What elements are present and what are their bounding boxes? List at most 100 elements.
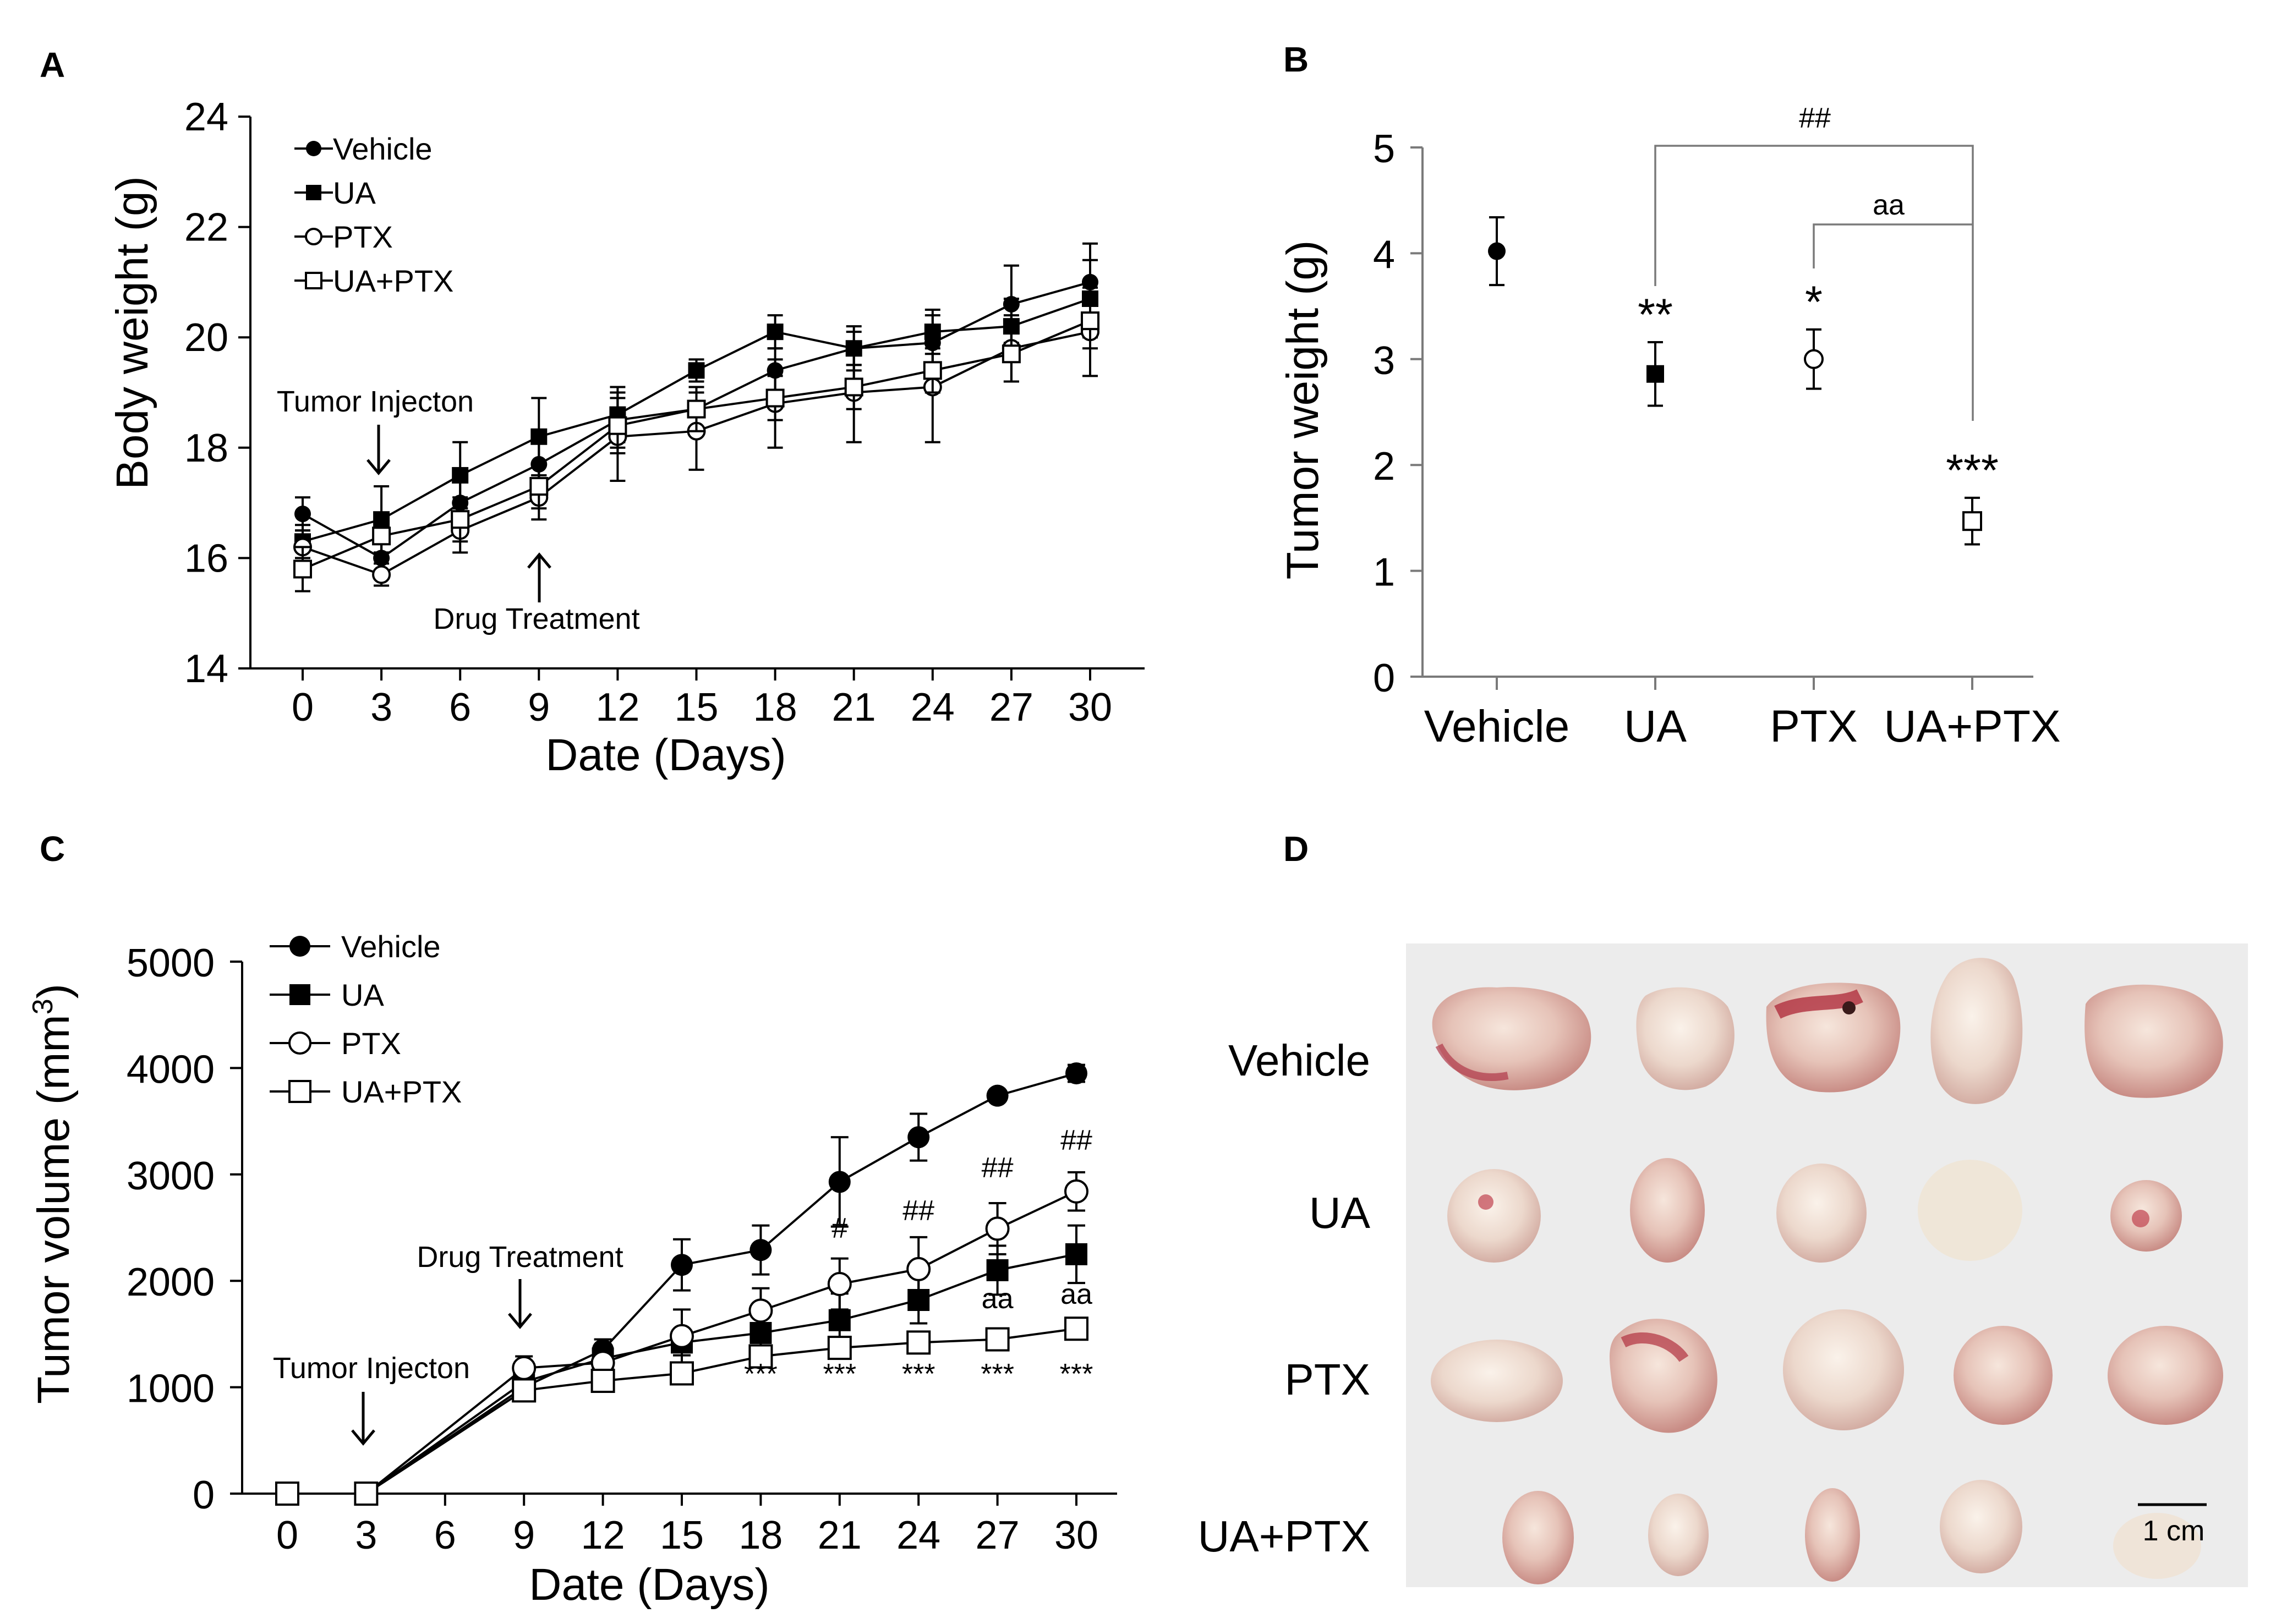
photo-row-label-ua: UA: [1309, 1188, 1371, 1237]
y-tick-label: 0: [1373, 656, 1395, 700]
significance-stars: ***: [823, 1358, 856, 1390]
chart-a-ylabel: Body weight (g): [107, 176, 157, 490]
data-point: [590, 1368, 615, 1393]
tumor-spot: [1842, 1001, 1856, 1014]
data-point: [986, 1084, 1009, 1107]
chart-a-drug-label: Drug Treatment: [433, 602, 639, 635]
panel-label-a: A: [40, 45, 65, 85]
chart-a-xlabel: Date (Days): [545, 730, 786, 780]
data-point: [372, 565, 391, 584]
data-point: [688, 362, 705, 379]
y-tick-label: 2000: [127, 1260, 215, 1304]
data-point: [844, 377, 863, 397]
chart-a-series: [293, 242, 1099, 592]
scale-bar: 1 cm: [2138, 1503, 2207, 1547]
y-tick-label: 20: [184, 316, 228, 360]
data-point: [985, 1216, 1010, 1241]
x-tick-label: 6: [434, 1513, 456, 1557]
tumor-sample: [2084, 984, 2223, 1098]
significance-hash: ##: [902, 1195, 934, 1227]
x-tick-label: 3: [355, 1513, 377, 1557]
x-tick-label: 3: [370, 685, 392, 729]
legend-label: UA+PTX: [341, 1074, 462, 1109]
data-point: [748, 1344, 773, 1369]
tumor-vessel: [1774, 989, 1863, 1019]
chart-c-significance: *** *** *** *** ***#######aa aa: [744, 1124, 1093, 1390]
chart-c-legend: Vehicle UA PTX UA+PTX: [270, 929, 462, 1109]
legend-label: PTX: [333, 220, 393, 254]
y-tick-label: 4000: [127, 1047, 215, 1091]
y-tick-label: 5: [1373, 127, 1395, 171]
data-point: [1488, 242, 1506, 260]
significance-stars: ***: [902, 1358, 935, 1390]
significance-aa: aa: [982, 1283, 1014, 1315]
photo-row-label-ptx: PTX: [1284, 1355, 1370, 1404]
legend-marker: [289, 984, 310, 1005]
chart-b-brackets: ## aa: [1654, 102, 1974, 421]
tumor-vessel: [1478, 1194, 1493, 1210]
x-tick-label: 18: [753, 685, 797, 729]
bracket-ua-vs-combo: [1654, 145, 1974, 421]
chart-c-series: [275, 1062, 1088, 1506]
data-point: [294, 506, 311, 523]
significance-stars: ***: [981, 1358, 1014, 1390]
y-tick-label: 3000: [127, 1154, 215, 1198]
y-tick-label: 5000: [127, 941, 215, 985]
y-tick-label: 16: [184, 536, 228, 580]
bracket-aa-label: aa: [1873, 189, 1905, 221]
data-point: [906, 1257, 931, 1281]
x-tick-label: 6: [449, 685, 471, 729]
x-tick-label: 9: [528, 685, 550, 729]
x-tick-label: 0: [292, 685, 314, 729]
tumor-row-ua-ptx: [1502, 1480, 2201, 1584]
data-point: [671, 1254, 693, 1276]
data-point: [907, 1126, 930, 1149]
data-point: [749, 1239, 772, 1261]
x-tick-label: 30: [1054, 1513, 1098, 1557]
x-tick-label: 27: [989, 685, 1033, 729]
tumor-sample: [2113, 1513, 2201, 1579]
data-point: [923, 361, 942, 380]
bracket-ptx-vs-combo: [1813, 223, 1973, 268]
x-tick-label: 18: [738, 1513, 783, 1557]
tumor-vessel: [1621, 1332, 1689, 1363]
y-tick-label: 14: [184, 647, 228, 691]
chart-a-legend: Vehicle UA PTX UA+PTX: [294, 131, 453, 298]
chart-c-ylabel-end: ): [29, 984, 79, 998]
data-point: [530, 428, 548, 445]
legend-label: PTX: [341, 1026, 401, 1061]
x-tick-label: 24: [911, 685, 955, 729]
chart-c-tumor-arrowhead: [351, 1429, 375, 1446]
tumor-sample: [1431, 1340, 1563, 1422]
chart-c-tumor-label: Tumor Injecton: [273, 1352, 470, 1385]
tumor-sample: [1918, 1160, 2022, 1261]
chart-a-tumor-annotation: Tumor Injecton: [277, 385, 474, 475]
x-tick-label: 12: [595, 685, 639, 729]
y-tick-label: 1: [1373, 551, 1395, 595]
chart-c-ylabel: Tumor volume (mm3): [27, 984, 79, 1404]
data-point: [1962, 511, 1982, 531]
data-point: [906, 1330, 931, 1355]
data-point: [529, 477, 549, 496]
tumor-row-ptx: [1431, 1309, 2223, 1433]
y-tick-label: 18: [184, 426, 228, 470]
bracket-hash-label: ##: [1799, 102, 1831, 134]
data-point: [985, 1327, 1010, 1352]
tumor-sample: [1630, 1158, 1705, 1263]
tumor-sample: [1636, 987, 1735, 1090]
x-category-label: PTX: [1770, 701, 1857, 751]
legend-marker: [306, 185, 321, 200]
tumor-sample: [1502, 1491, 1574, 1584]
chart-a-axes: 14 16 18 20 22 24 0 3 6 9 12 15 18 21 24 27 30: [184, 95, 1145, 729]
y-tick-label: 2: [1373, 445, 1395, 489]
series-line-PTX: [287, 1190, 1077, 1495]
chart-c-drug-arrowhead: [508, 1313, 532, 1329]
chart-a-drug-arrowhead: [527, 552, 551, 569]
data-point: [275, 1482, 299, 1506]
tumor-sample: [1954, 1326, 2053, 1425]
panel-label-c: C: [40, 829, 65, 869]
significance-label: **: [1638, 290, 1673, 340]
data-point: [1804, 349, 1824, 369]
